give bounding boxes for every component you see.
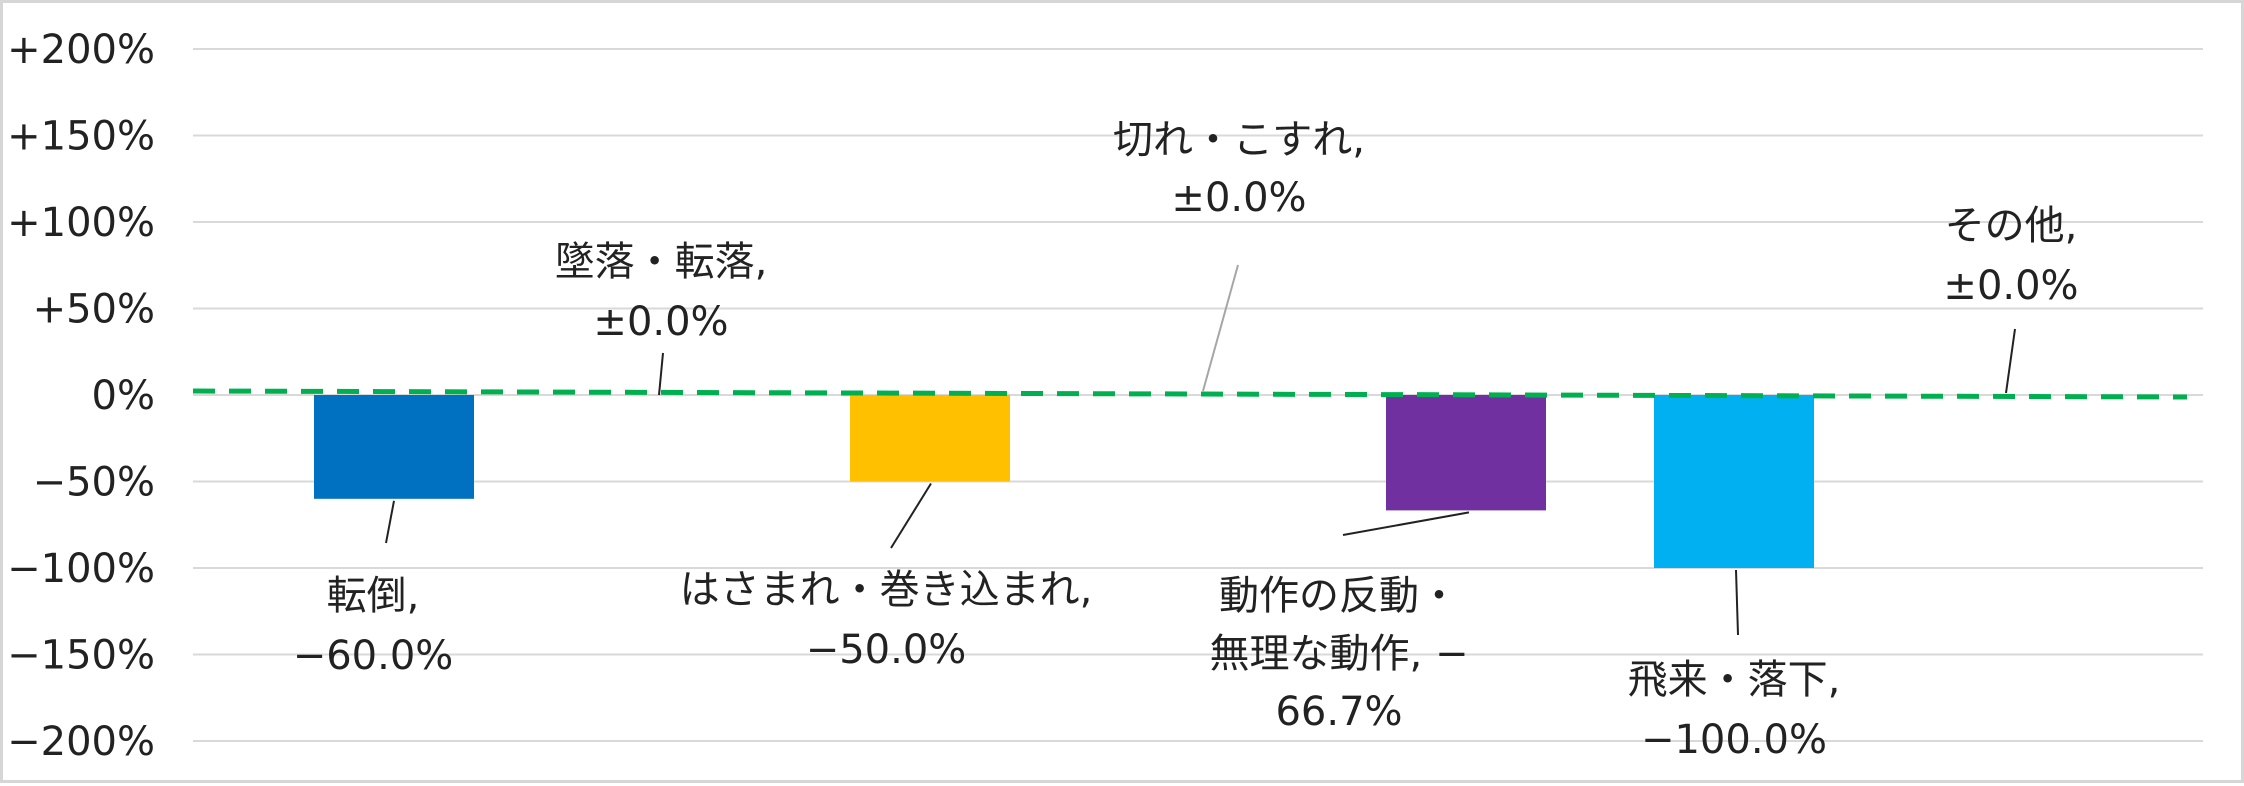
y-tick-label: +150% xyxy=(7,114,155,160)
data-label: ±0.0% xyxy=(1943,263,2078,309)
data-label: 無理な動作, − xyxy=(1210,631,1469,677)
leader-line-layer xyxy=(385,264,2016,636)
bar xyxy=(314,395,474,499)
bar xyxy=(850,395,1010,482)
data-label: −50.0% xyxy=(806,627,967,673)
y-tick-label: +50% xyxy=(33,287,155,333)
data-label: −60.0% xyxy=(293,633,454,679)
bar xyxy=(1386,395,1546,511)
data-label: ±0.0% xyxy=(1171,175,1306,221)
leader-line xyxy=(385,500,395,544)
bar-layer xyxy=(314,395,1814,568)
data-label: 動作の反動・ xyxy=(1219,573,1459,619)
grid-layer xyxy=(193,48,2203,742)
y-tick-label: −200% xyxy=(7,719,155,765)
data-label: その他, xyxy=(1945,203,2078,249)
data-label: 墜落・転落, xyxy=(555,239,768,285)
data-label: 66.7% xyxy=(1275,689,1402,735)
leader-line xyxy=(890,482,932,549)
leader-line xyxy=(658,352,664,396)
data-label: 切れ・こすれ, xyxy=(1113,117,1365,163)
data-label: 飛来・落下, xyxy=(1628,657,1841,703)
leader-line xyxy=(1342,511,1470,536)
data-label-layer: 転倒, −60.0% 墜落・転落, ±0.0% はさまれ・巻き込まれ, −50.0% 切れ・… xyxy=(293,117,2079,763)
bar xyxy=(1654,395,1814,568)
reference-line-layer xyxy=(192,388,2188,400)
y-tick-label: +200% xyxy=(7,27,155,73)
zero-reference-line xyxy=(192,388,2188,400)
data-label: −100.0% xyxy=(1641,717,1827,763)
data-label: 転倒, xyxy=(327,573,420,619)
y-tick-label: 0% xyxy=(92,373,155,419)
leader-line xyxy=(1202,264,1239,392)
y-axis-tick-layer: +200% +150% +100% +50% 0% −50% −100% −150% −200% xyxy=(7,27,155,765)
bar-chart: 転倒, −60.0% 墜落・転落, ±0.0% はさまれ・巻き込まれ, −50.0% 切れ・… xyxy=(7,27,2203,765)
leader-line xyxy=(2005,328,2016,394)
y-tick-label: −50% xyxy=(33,460,155,506)
data-label: ±0.0% xyxy=(593,299,728,345)
y-tick-label: −150% xyxy=(7,633,155,679)
y-tick-label: −100% xyxy=(7,546,155,592)
y-tick-label: +100% xyxy=(7,200,155,246)
data-label: はさまれ・巻き込まれ, xyxy=(680,567,1093,613)
leader-line xyxy=(1735,569,1739,636)
